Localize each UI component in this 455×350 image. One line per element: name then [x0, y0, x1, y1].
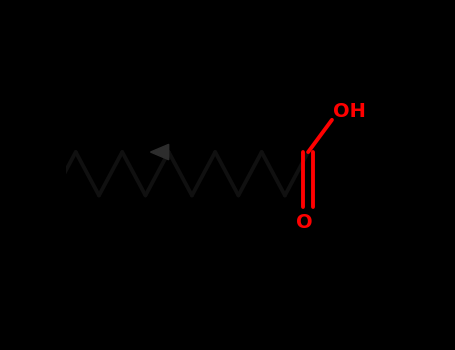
- Text: O: O: [297, 212, 313, 232]
- Text: OH: OH: [334, 102, 366, 121]
- Polygon shape: [151, 144, 169, 160]
